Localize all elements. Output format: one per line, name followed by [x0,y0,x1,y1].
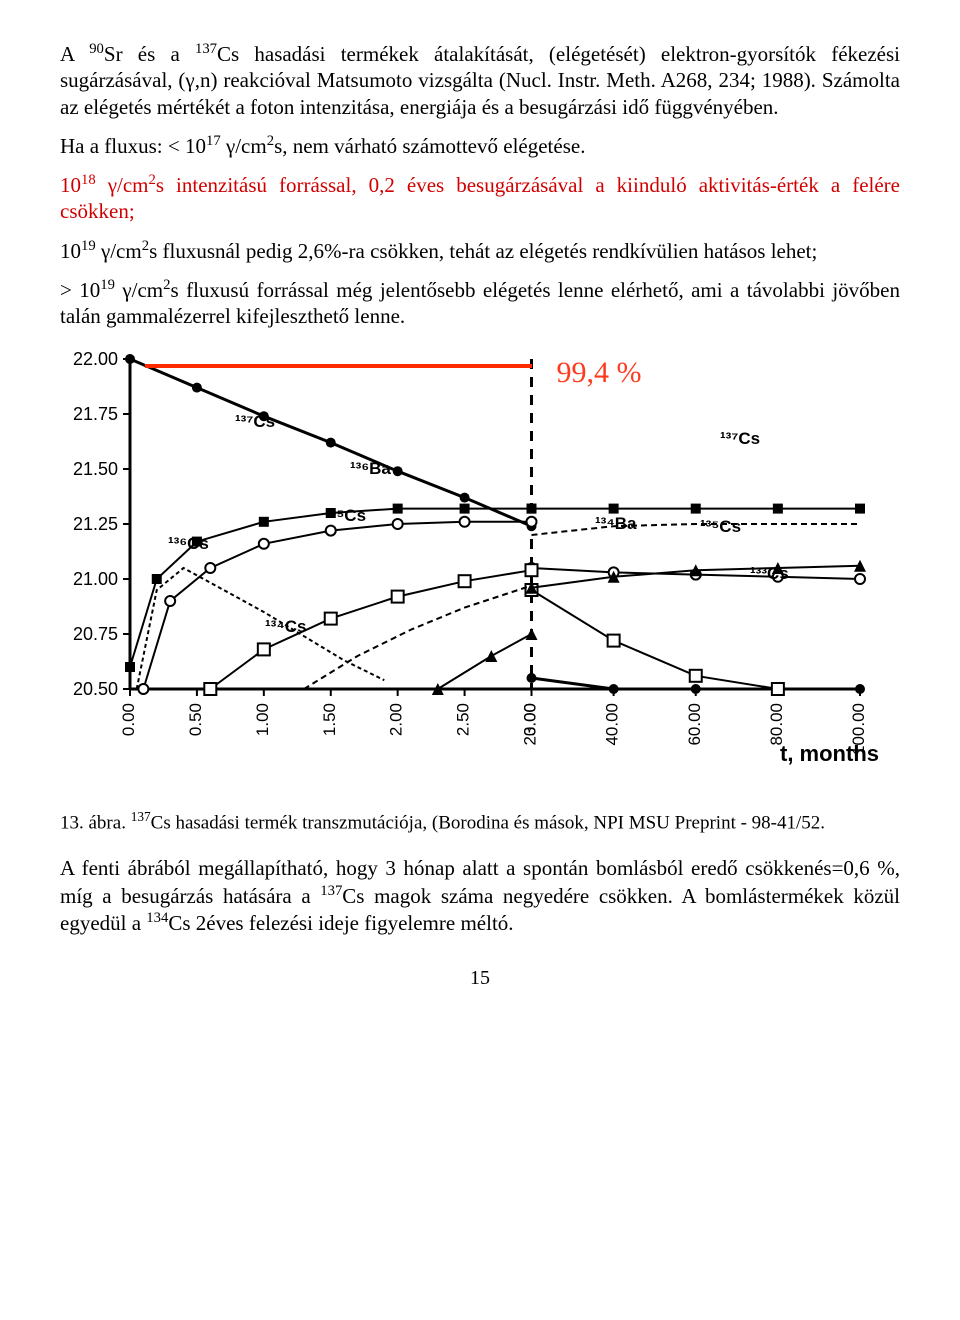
svg-text:¹³⁵Cs: ¹³⁵Cs [700,517,741,536]
svg-text:2.50: 2.50 [454,703,473,736]
para-2: Ha a fluxus: < 1017 γ/cm2s, nem várható … [60,132,900,159]
svg-text:¹³⁷Cs: ¹³⁷Cs [235,412,275,431]
figure-caption: 13. ábra. 137Cs hasadási termék transzmu… [60,809,900,835]
svg-text:1.00: 1.00 [253,703,272,736]
svg-text:¹³⁴Cs: ¹³⁴Cs [265,617,306,636]
para-1: A 90Sr és a 137Cs hasadási termékek átal… [60,40,900,120]
svg-text:60.00: 60.00 [685,703,704,746]
svg-text:t, months: t, months [780,741,879,766]
svg-text:20.50: 20.50 [73,679,118,699]
svg-text:¹³³Cs: ¹³³Cs [750,564,789,583]
svg-text:2.00: 2.00 [387,703,406,736]
svg-text:¹³⁵Cs: ¹³⁵Cs [325,506,366,525]
chart-annotation: 99,4 % [557,354,642,392]
svg-text:1.50: 1.50 [320,703,339,736]
svg-text:¹³⁴Ba: ¹³⁴Ba [595,514,637,533]
para-3: 1018 γ/cm2s intenzitású forrással, 0,2 é… [60,171,900,225]
svg-text:20.00: 20.00 [521,703,540,746]
svg-text:¹³⁶Cs: ¹³⁶Cs [168,534,209,553]
svg-text:22.00: 22.00 [73,349,118,369]
page-number: 15 [60,966,900,991]
para-5: > 1019 γ/cm2s fluxusú forrással még jele… [60,276,900,330]
svg-text:21.75: 21.75 [73,404,118,424]
red-reference-line [145,364,532,368]
svg-text:¹³⁷Cs: ¹³⁷Cs [720,429,760,448]
svg-text:¹³⁶Ba: ¹³⁶Ba [350,459,391,478]
svg-text:40.00: 40.00 [603,703,622,746]
svg-text:20.75: 20.75 [73,624,118,644]
svg-text:21.25: 21.25 [73,514,118,534]
svg-text:0.00: 0.00 [119,703,138,736]
para-6: A fenti ábrából megállapítható, hogy 3 h… [60,855,900,936]
chart-container: 20.50 20.75 21.00 21.25 21.50 21.75 22.00 0.00 0… [60,349,900,779]
svg-text:0.50: 0.50 [186,703,205,736]
transmutation-chart: 20.50 20.75 21.00 21.25 21.50 21.75 22.00 0.00 0… [60,349,880,779]
para-4: 1019 γ/cm2s fluxusnál pedig 2,6%-ra csök… [60,237,900,264]
svg-text:80.00: 80.00 [767,703,786,746]
svg-text:21.00: 21.00 [73,569,118,589]
svg-text:21.50: 21.50 [73,459,118,479]
